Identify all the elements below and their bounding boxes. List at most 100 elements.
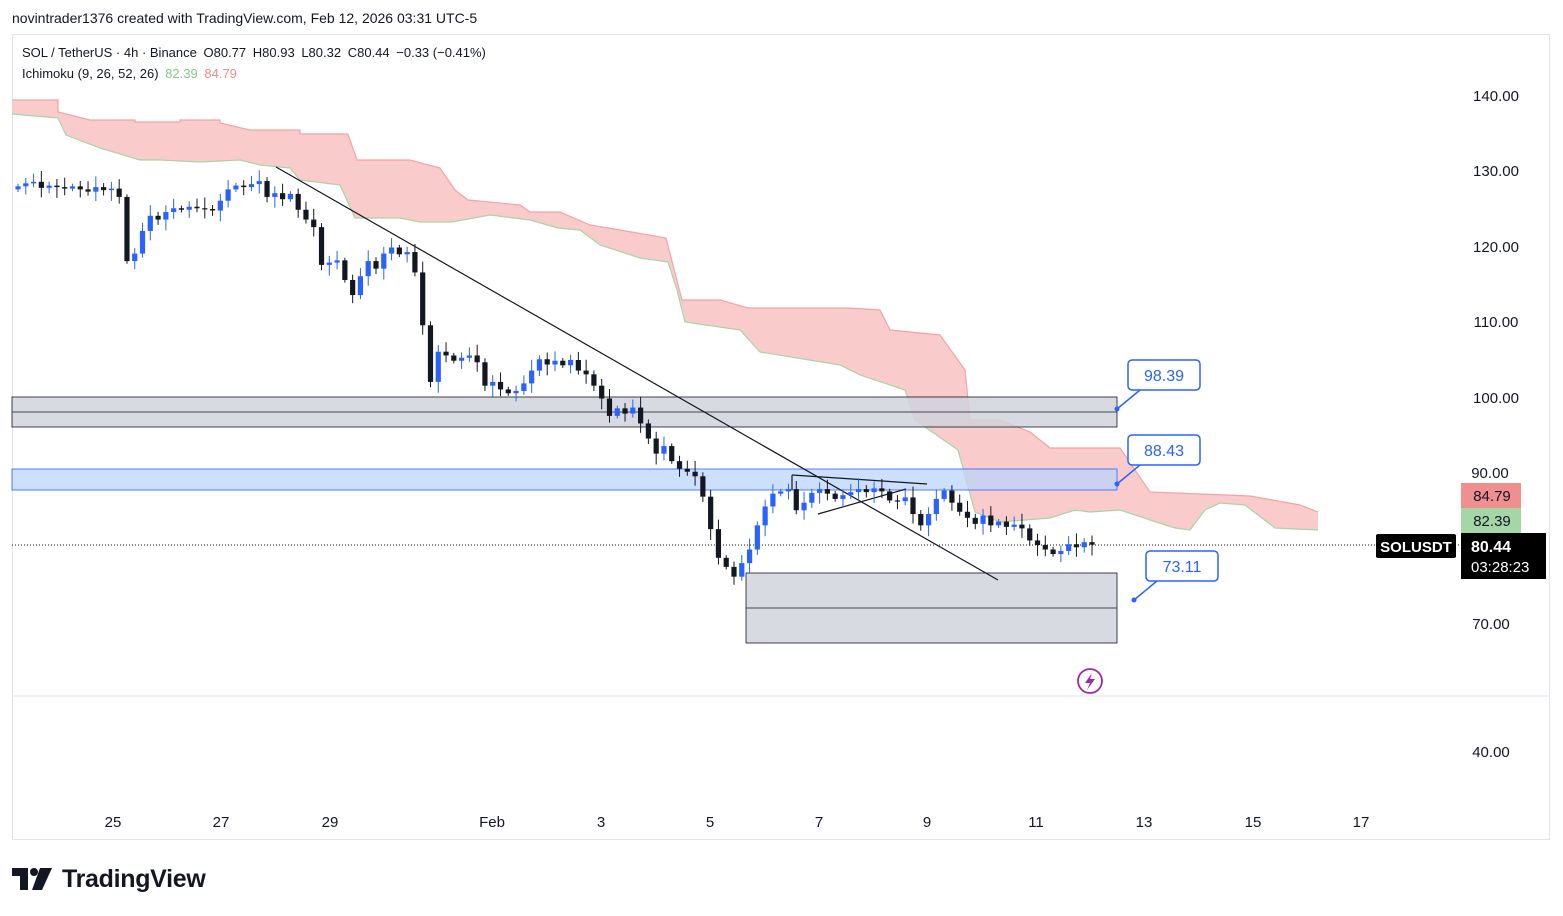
candle-body: [248, 184, 255, 188]
candle-body: [801, 502, 807, 511]
triangle-lower-line[interactable]: [817, 488, 907, 515]
last-price-text: 80.44: [1471, 539, 1511, 556]
callout-98-box: [1127, 359, 1201, 391]
callout-73-dot: [1131, 597, 1137, 603]
candle-body: [69, 186, 76, 189]
candle-body: [241, 185, 247, 188]
price-tick: 120.00: [1473, 239, 1519, 256]
ichimoku-b-tag: [1461, 508, 1521, 533]
candle-body: [754, 525, 760, 550]
candle-body: [630, 407, 636, 414]
candle-body: [365, 261, 371, 277]
candle-body: [661, 446, 667, 454]
candle-body: [645, 423, 651, 439]
candle-body: [957, 502, 963, 512]
candle-body: [785, 489, 792, 492]
candle-body: [708, 496, 714, 530]
candle-body: [194, 206, 200, 209]
candle-body: [311, 219, 317, 228]
candle-body: [653, 438, 659, 454]
callout-88[interactable]: 88.43: [1114, 434, 1201, 487]
ichimoku-span-a-line: [11, 113, 1319, 531]
candle-body: [209, 209, 216, 211]
candle-body: [933, 498, 939, 515]
candle-body: [482, 362, 488, 386]
candle-body: [1003, 521, 1009, 527]
last-price-tag: [1461, 533, 1546, 579]
time-tick: 17: [1353, 814, 1370, 831]
candle-body: [583, 370, 589, 375]
blue-zone[interactable]: [11, 468, 1118, 491]
legend-change: −0.33 (−0.41%): [396, 45, 486, 60]
time-tick: 9: [923, 814, 931, 831]
callout-73-pointer: [1133, 580, 1158, 601]
candle-body: [778, 491, 784, 494]
candle-body: [326, 262, 332, 265]
time-tick: 3: [597, 814, 605, 831]
candle-body: [996, 521, 1002, 526]
candle-body: [23, 183, 29, 187]
candle-body: [544, 359, 550, 365]
countdown-text: 03:28:23: [1471, 559, 1529, 576]
candle-body: [350, 279, 356, 296]
candle-body: [863, 489, 869, 493]
candle-body: [848, 492, 854, 496]
candle-body: [233, 185, 239, 190]
candle-body: [342, 260, 348, 280]
candle-body: [38, 181, 44, 188]
candle-body: [318, 227, 325, 265]
callout-98-text: 98.39: [1144, 368, 1184, 385]
symbol-tag-text: SOLUSDT: [1380, 539, 1452, 556]
ichimoku-a-tag: [1461, 483, 1521, 508]
candles-group: [15, 170, 1095, 585]
candle-body: [202, 208, 208, 210]
candle-body: [46, 185, 52, 188]
candle-body: [435, 351, 441, 382]
candle-body: [357, 276, 364, 296]
time-tick: 25: [105, 814, 122, 831]
candle-body: [887, 491, 893, 501]
candle-body: [1081, 542, 1087, 548]
candle-body: [155, 215, 161, 220]
candle-body: [739, 563, 745, 577]
tradingview-logo[interactable]: TradingView: [12, 862, 206, 896]
time-tick: 7: [815, 814, 823, 831]
price-tick: 70.00: [1472, 616, 1510, 633]
candle-body: [93, 187, 99, 192]
candle-body: [918, 514, 924, 526]
callout-98-dot: [1114, 406, 1120, 412]
lightning-icon[interactable]: [1077, 668, 1103, 694]
downtrend-line[interactable]: [275, 166, 999, 581]
callout-73-text: 73.11: [1163, 559, 1202, 576]
legend-symbol[interactable]: SOL / TetherUS · 4h · Binance: [22, 45, 197, 60]
candle-body: [622, 408, 628, 414]
callout-73[interactable]: 73.11: [1131, 550, 1219, 603]
candle-body: [264, 181, 270, 197]
candle-body: [684, 468, 690, 472]
callout-73-box: [1145, 550, 1219, 582]
candle-body: [731, 566, 737, 577]
candle-body: [513, 390, 519, 394]
candle-body: [404, 252, 410, 255]
time-tick: 29: [322, 814, 339, 831]
candle-body: [964, 511, 971, 518]
legend-indicator-name[interactable]: Ichimoku (9, 26, 52, 26): [22, 66, 159, 81]
candle-body: [396, 247, 402, 255]
candle-body: [132, 253, 138, 262]
candle-body: [676, 461, 683, 469]
candle-body: [809, 492, 815, 503]
candle-body: [459, 357, 465, 361]
candle-body: [925, 514, 932, 526]
candle-body: [272, 193, 278, 197]
callout-98[interactable]: 98.39: [1114, 359, 1201, 412]
callout-88-pointer: [1116, 464, 1141, 485]
candle-body: [287, 193, 293, 200]
candle-body: [824, 489, 830, 494]
candle-body: [567, 360, 574, 366]
legend-open: O80.77: [203, 45, 247, 60]
candle-body: [840, 495, 846, 499]
candle-body: [303, 209, 309, 220]
triangle-upper-line[interactable]: [791, 474, 928, 485]
candle-body: [871, 488, 877, 493]
